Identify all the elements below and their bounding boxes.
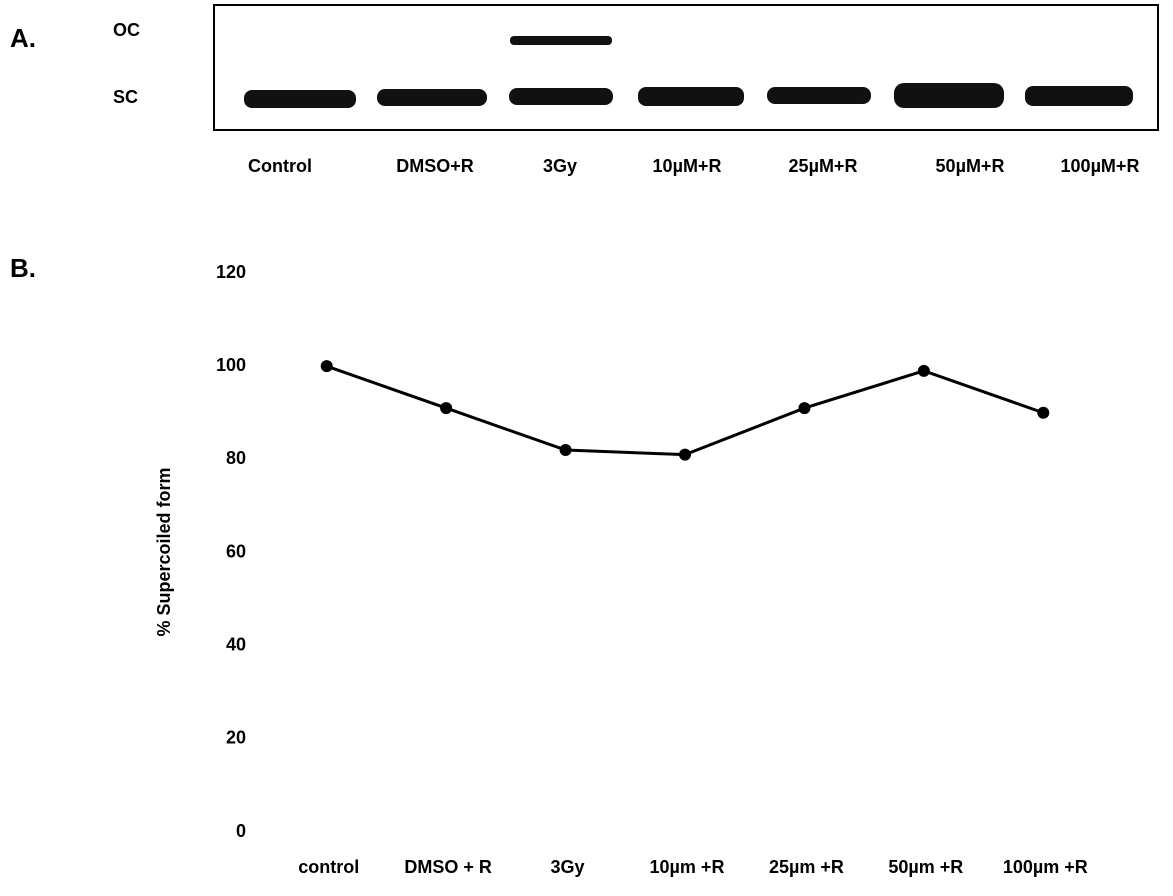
lane-label: 50µM+R [936,156,1005,176]
x-tick-label: 25µm +R [769,857,844,877]
sc-band [377,89,487,106]
y-tick-label: 100 [216,355,246,375]
figure: A. OC SC B. % Supercoiled form Control DM… [0,0,1173,896]
oc-band [510,36,612,45]
gel-frame [214,5,1158,130]
point [798,402,810,414]
point [560,444,572,456]
lane-label: 3Gy [543,156,577,176]
lane-label: 100µM+R [1061,156,1140,176]
x-tick-label: 50µm +R [888,857,963,877]
y-tick-label: 0 [236,821,246,841]
lane-label: Control [248,156,312,176]
band-label: SC [113,87,138,107]
band-label: OC [113,20,140,40]
lane-label: DMSO+R [396,156,474,176]
sc-band [894,83,1004,108]
lane-label: 10µM+R [653,156,722,176]
lane-label: 25µM+R [789,156,858,176]
point [440,402,452,414]
sc-band [767,87,871,104]
panel-label: B. [10,253,36,283]
point [321,360,333,372]
point [679,449,691,461]
x-tick-label: 3Gy [551,857,585,877]
y-tick-label: 60 [226,541,246,561]
y-axis-label: % Supercoiled form [154,467,174,636]
sc-band [244,90,356,108]
sc-band [1025,86,1133,106]
line [327,366,1044,455]
y-tick-label: 40 [226,634,246,654]
panel-label: A. [10,23,36,53]
point [918,365,930,377]
x-tick-label: DMSO + R [404,857,492,877]
y-tick-label: 20 [226,728,246,748]
point [1037,407,1049,419]
x-tick-label: 100µm +R [1003,857,1088,877]
sc-band [509,88,613,105]
y-tick-label: 80 [226,448,246,468]
x-tick-label: 10µm +R [650,857,725,877]
sc-band [638,87,744,106]
y-tick-label: 120 [216,262,246,282]
x-tick-label: control [298,857,359,877]
